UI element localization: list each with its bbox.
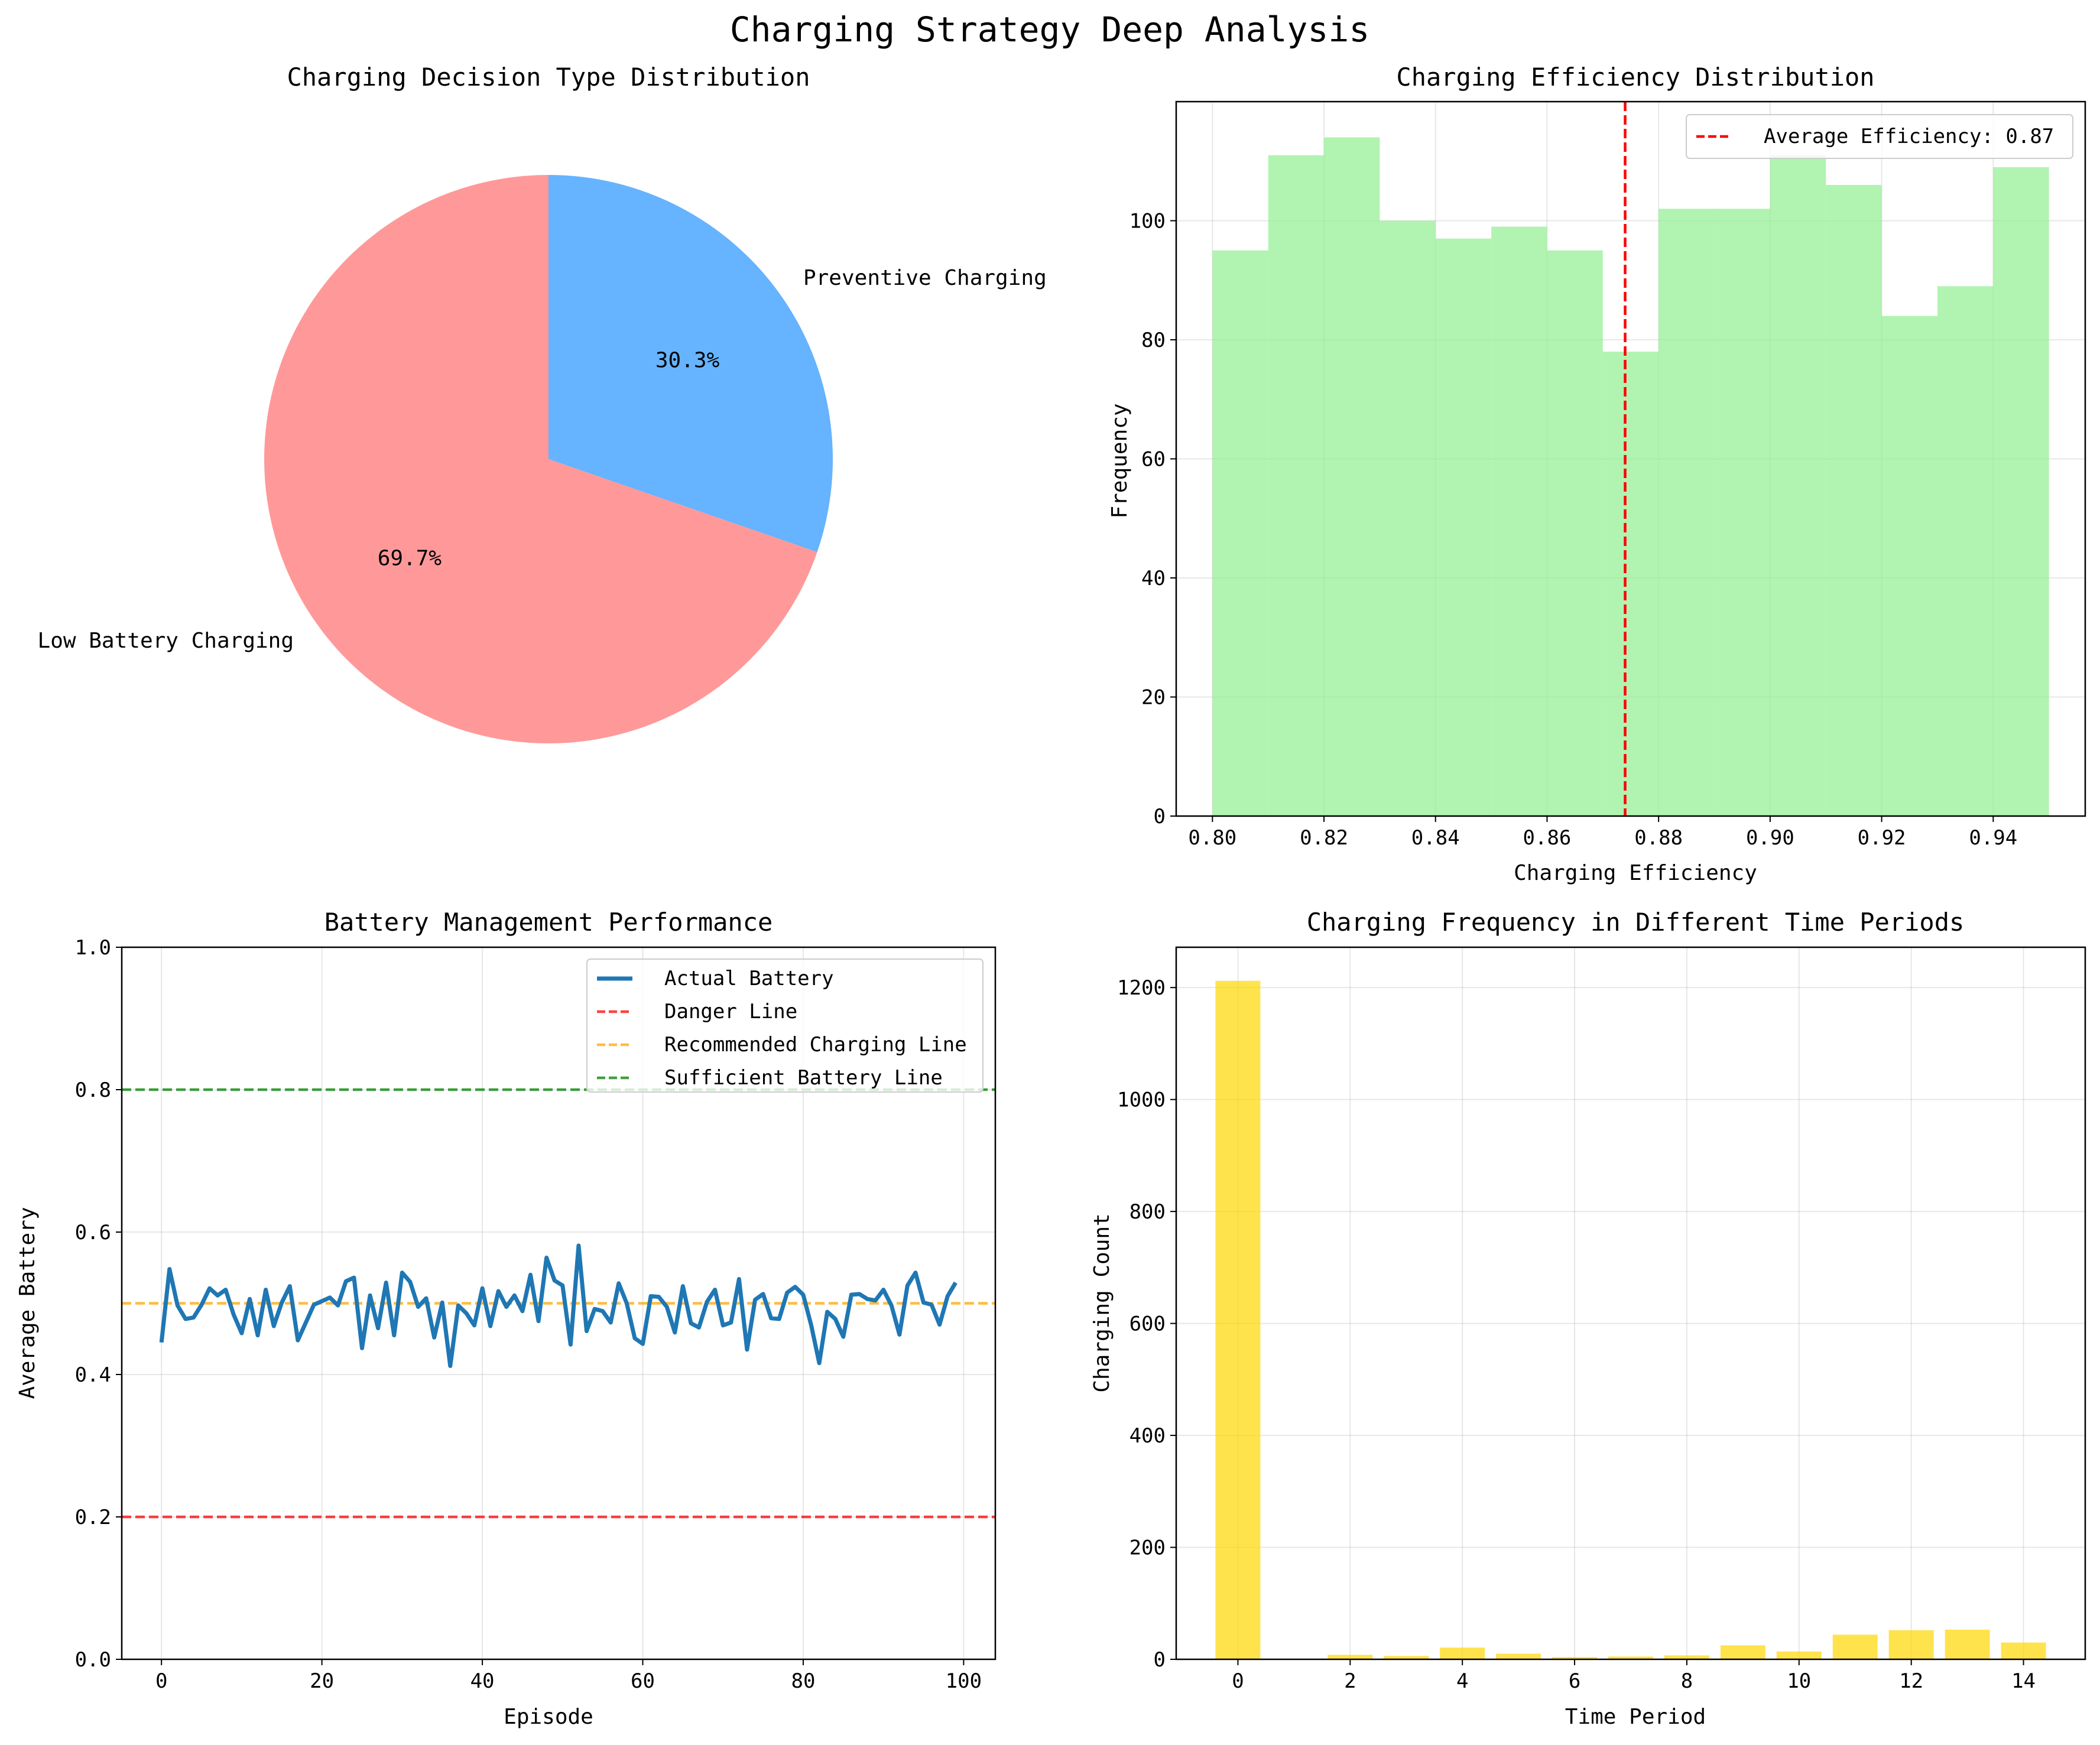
x-tick-label: 4 (1456, 1669, 1468, 1693)
legend-label: Average Efficiency: 0.87 (1764, 125, 2054, 148)
legend-label: Actual Battery (664, 967, 834, 990)
hist-ylabel: Frequency (1108, 403, 1132, 518)
line-xlabel: Episode (504, 1705, 593, 1729)
line-ylabel: Average Battery (15, 1207, 40, 1399)
histogram-bar (1212, 251, 1268, 816)
x-tick-label: 14 (2011, 1669, 2036, 1693)
x-tick-label: 0.92 (1858, 826, 1906, 850)
histogram-bar (1491, 227, 1547, 816)
time-period-bar (1440, 1647, 1485, 1659)
histogram-bar (1268, 155, 1324, 816)
y-tick-label: 1000 (1117, 1088, 1166, 1112)
pie-pct-label: 30.3% (655, 349, 720, 373)
y-tick-label: 400 (1129, 1424, 1166, 1448)
time-period-bar (1215, 981, 1260, 1659)
y-tick-label: 1.0 (75, 936, 111, 960)
y-tick-label: 0 (1154, 1648, 1166, 1672)
pie-title: Charging Decision Type Distribution (287, 63, 810, 92)
histogram-bar (1882, 316, 1937, 816)
histogram-bar (1937, 286, 1993, 816)
histogram-bar (1770, 155, 1826, 816)
time-period-bar (1945, 1630, 1990, 1659)
x-tick-label: 0 (1232, 1669, 1244, 1693)
y-tick-label: 200 (1129, 1536, 1166, 1560)
bar-title: Charging Frequency in Different Time Per… (1307, 908, 1965, 937)
y-tick-label: 60 (1141, 448, 1166, 472)
y-tick-label: 0 (1154, 805, 1166, 828)
hist-legend: Average Efficiency: 0.87 (1686, 115, 2073, 158)
legend-label: Sufficient Battery Line (664, 1066, 943, 1090)
y-tick-label: 0.0 (75, 1648, 111, 1672)
x-tick-label: 0.94 (1969, 826, 2017, 850)
x-tick-label: 0.90 (1746, 826, 1794, 850)
x-tick-label: 8 (1681, 1669, 1693, 1693)
pie-pct-label: 69.7% (378, 546, 442, 570)
x-tick-label: 12 (1899, 1669, 1923, 1693)
x-tick-label: 40 (470, 1669, 495, 1693)
x-tick-label: 0.86 (1523, 826, 1572, 850)
x-tick-label: 10 (1787, 1669, 1811, 1693)
line-title: Battery Management Performance (324, 908, 773, 937)
x-tick-label: 2 (1344, 1669, 1356, 1693)
histogram-bar (1380, 221, 1435, 817)
x-tick-label: 6 (1569, 1669, 1580, 1693)
y-tick-label: 80 (1141, 329, 1166, 352)
y-tick-label: 600 (1129, 1312, 1166, 1336)
histogram-bar (1547, 251, 1602, 816)
y-tick-label: 0.8 (75, 1078, 111, 1102)
x-tick-label: 60 (631, 1669, 655, 1693)
time-period-bar (1721, 1645, 1765, 1659)
histogram-bar (1658, 209, 1714, 816)
time-period-bar (1496, 1654, 1541, 1659)
histogram-bar (1715, 209, 1770, 816)
x-tick-label: 0.80 (1188, 826, 1236, 850)
hist-title: Charging Efficiency Distribution (1396, 63, 1874, 92)
y-tick-label: 1200 (1117, 976, 1166, 1000)
y-tick-label: 0.6 (75, 1221, 111, 1244)
time-period-bar (1833, 1634, 1878, 1659)
y-tick-label: 40 (1141, 567, 1166, 590)
time-period-bar (1889, 1630, 1934, 1659)
suptitle: Charging Strategy Deep Analysis (730, 9, 1370, 50)
time-period-bar (2001, 1643, 2046, 1659)
pie-slice-label: Low Battery Charging (38, 629, 294, 653)
bar-ylabel: Charging Count (1090, 1213, 1114, 1392)
x-tick-label: 100 (946, 1669, 982, 1693)
y-tick-label: 0.4 (75, 1363, 111, 1387)
histogram-bar (1993, 167, 2049, 816)
x-tick-label: 0.88 (1634, 826, 1683, 850)
histogram-bar (1603, 352, 1658, 816)
x-tick-label: 0.84 (1411, 826, 1460, 850)
y-tick-label: 800 (1129, 1200, 1166, 1224)
legend-label: Danger Line (664, 1000, 797, 1023)
x-tick-label: 20 (310, 1669, 334, 1693)
y-tick-label: 100 (1129, 210, 1166, 233)
x-tick-label: 0.82 (1300, 826, 1348, 850)
legend-label: Recommended Charging Line (664, 1033, 967, 1057)
x-tick-label: 80 (791, 1669, 815, 1693)
y-tick-label: 0.2 (75, 1506, 111, 1529)
bar-xlabel: Time Period (1565, 1705, 1706, 1729)
histogram-bar (1324, 137, 1380, 816)
histogram-bar (1826, 185, 1881, 816)
line-legend: Actual Battery Danger Line Recommended Cha… (587, 959, 983, 1092)
time-period-bar (1777, 1652, 1822, 1659)
pie-slice-label: Preventive Charging (803, 266, 1047, 290)
hist-xlabel: Charging Efficiency (1514, 861, 1757, 885)
y-tick-label: 20 (1141, 686, 1166, 710)
histogram-bar (1436, 239, 1491, 816)
x-tick-label: 0 (155, 1669, 167, 1693)
